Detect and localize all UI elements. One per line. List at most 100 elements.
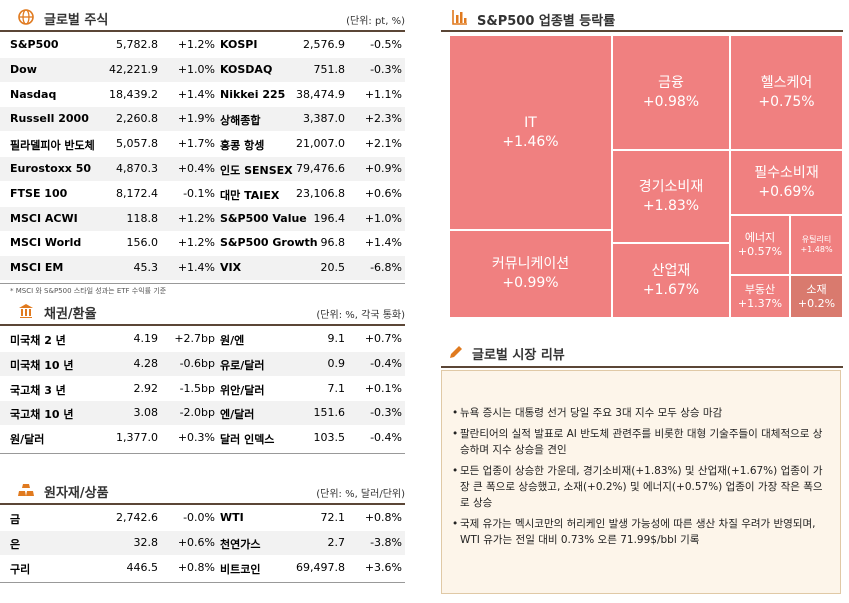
header-rule: [0, 324, 405, 326]
cell-text: 4.19: [133, 332, 159, 345]
cell-text: -0.4%: [370, 356, 402, 370]
cell-text: 2,576.9: [303, 38, 345, 51]
cell-text: S&P500 Value: [220, 211, 307, 225]
cell-text: 5,057.8: [116, 137, 158, 151]
cell-text: -3.8%: [370, 535, 402, 549]
table-end-rule: [0, 582, 405, 584]
table-end-rule: [0, 453, 405, 454]
cell-text: 751.8: [313, 62, 346, 76]
cell-text: 은: [10, 537, 21, 551]
section-title: 글로벌 주식: [44, 13, 109, 28]
cell-text: +1.0%: [364, 211, 402, 225]
cell-text: 42,221.9: [109, 62, 158, 76]
cell-text: Nasdaq: [10, 87, 57, 101]
cell-text: +2.7bp: [174, 332, 215, 345]
cell-text: +1.2%: [177, 38, 215, 51]
cell-text: 대만 TAIEX: [220, 188, 280, 202]
review-item: 뉴욕 증시는 대통령 선거 당일 주요 3대 지수 모두 상승 마감: [452, 405, 830, 421]
table-row: Russell 2000 2,260.8 +1.9% 상해종합 3,387.0 +2.3%: [0, 107, 405, 132]
cell-text: 72.1: [320, 511, 346, 524]
cell-text: +0.1%: [364, 381, 402, 395]
cell-text: -2.0bp: [179, 406, 215, 420]
treemap-cell: 커뮤니케이션 +0.99%: [449, 230, 612, 318]
treemap-cell: 헬스케어 +0.75%: [730, 35, 843, 150]
cell-text: 32.8: [133, 535, 159, 549]
section-title: 원자재/상품: [44, 486, 109, 501]
cell-text: Dow: [10, 62, 37, 76]
treemap-cell: 산업재 +1.67%: [612, 243, 730, 318]
table-row: 은 32.8 +0.6% 천연가스 2.7 -3.8%: [0, 530, 405, 555]
cell-text: MSCI ACWI: [10, 211, 78, 225]
treemap-cell: 소재 +0.2%: [790, 275, 843, 318]
footnote: * MSCI 와 S&P500 스타일 성과는 ETF 수익률 기준: [10, 287, 167, 295]
cell-text: 상해종합: [220, 114, 261, 128]
table-row: 국고채 10 년 3.08 -2.0bp 엔/달러 151.6 -0.3%: [0, 401, 405, 426]
cell-text: 8,172.4: [116, 186, 158, 200]
cell-text: 원/달러: [10, 433, 45, 447]
cell-label: 헬스케어: [760, 74, 813, 91]
table-row: 미국채 10 년 4.28 -0.6bp 유로/달러 0.9 -0.4%: [0, 351, 405, 376]
table-row: 필라델피아 반도체 5,057.8 +1.7% 홍콩 항셍 21,007.0 +2.1%: [0, 132, 405, 156]
cell-text: 446.5: [126, 560, 159, 574]
cell-text: 필라델피아 반도체: [10, 139, 95, 153]
cell-text: -0.5%: [370, 38, 402, 51]
cell-text: +0.8%: [364, 511, 402, 524]
cell-label: 소재: [806, 282, 827, 296]
table-row: Eurostoxx 50 4,870.3 +0.4% 인도 SENSEX 79,476.…: [0, 157, 405, 181]
review-box: 뉴욕 증시는 대통령 선거 당일 주요 3대 지수 모두 상승 마감팔란티어의 …: [441, 370, 841, 594]
cell-text: -0.4%: [370, 431, 402, 445]
treemap-cell: 에너지 +0.57%: [730, 215, 790, 275]
cell-text: Nikkei 225: [220, 87, 286, 101]
cell-text: +1.4%: [177, 261, 215, 275]
cell-text: -6.8%: [370, 261, 402, 275]
cell-label: 금융: [658, 74, 684, 91]
cell-text: FTSE 100: [10, 186, 68, 200]
cell-value: +1.67%: [642, 281, 700, 298]
treemap-cell: 필수소비재 +0.69%: [730, 150, 843, 215]
cell-label: 필수소비재: [754, 164, 819, 181]
table-end-rule: [0, 283, 405, 284]
cell-value: +0.69%: [758, 183, 815, 200]
cell-text: S&P500 Growth: [220, 236, 318, 250]
cell-value: +1.46%: [502, 133, 559, 150]
cell-text: KOSPI: [220, 38, 258, 51]
cell-text: +0.6%: [177, 535, 215, 549]
cell-text: +1.2%: [177, 236, 215, 250]
review-title: 글로벌 시장 리뷰: [472, 348, 565, 363]
table-row: MSCI EM 45.3 +1.4% VIX 20.5 -6.8%: [0, 256, 405, 281]
cell-text: 18,439.2: [109, 87, 158, 101]
cell-text: 21,007.0: [296, 137, 345, 151]
cell-text: +0.7%: [364, 332, 402, 345]
cell-text: VIX: [220, 261, 242, 275]
globe-icon: [18, 9, 34, 25]
cell-text: 196.4: [313, 211, 346, 225]
cell-text: 0.9: [327, 356, 346, 370]
cell-text: +3.6%: [364, 560, 402, 574]
cell-text: +0.8%: [177, 560, 215, 574]
treemap-cell: IT +1.46%: [449, 35, 612, 230]
cell-text: 5,782.8: [116, 38, 158, 51]
cell-text: Russell 2000: [10, 112, 89, 126]
cell-value: +0.57%: [737, 245, 783, 258]
cell-text: 원/엔: [220, 334, 245, 347]
cell-text: 151.6: [313, 406, 346, 420]
cell-text: 엔/달러: [220, 408, 255, 422]
cell-label: 유틸리티: [801, 235, 832, 244]
header-rule: [0, 503, 405, 505]
treemap-cell: 금융 +0.98%: [612, 35, 730, 150]
cell-label: 경기소비재: [638, 178, 704, 195]
cell-text: WTI: [220, 511, 244, 524]
cell-text: +1.0%: [177, 62, 215, 76]
cell-text: 118.8: [126, 211, 159, 225]
cell-text: 4.28: [133, 356, 159, 370]
cell-text: 103.5: [313, 431, 346, 445]
cell-text: 4,870.3: [116, 162, 158, 175]
cell-value: +0.2%: [797, 296, 836, 310]
bar-icon: [452, 10, 467, 25]
cell-label: 산업재: [651, 262, 691, 279]
cell-text: 23,106.8: [296, 186, 345, 200]
cell-text: +1.1%: [364, 87, 402, 101]
cell-text: 유로/달러: [220, 358, 265, 372]
table-row: 미국채 2 년 4.19 +2.7bp 원/엔 9.1 +0.7%: [0, 327, 405, 351]
bank-icon: [19, 304, 33, 318]
